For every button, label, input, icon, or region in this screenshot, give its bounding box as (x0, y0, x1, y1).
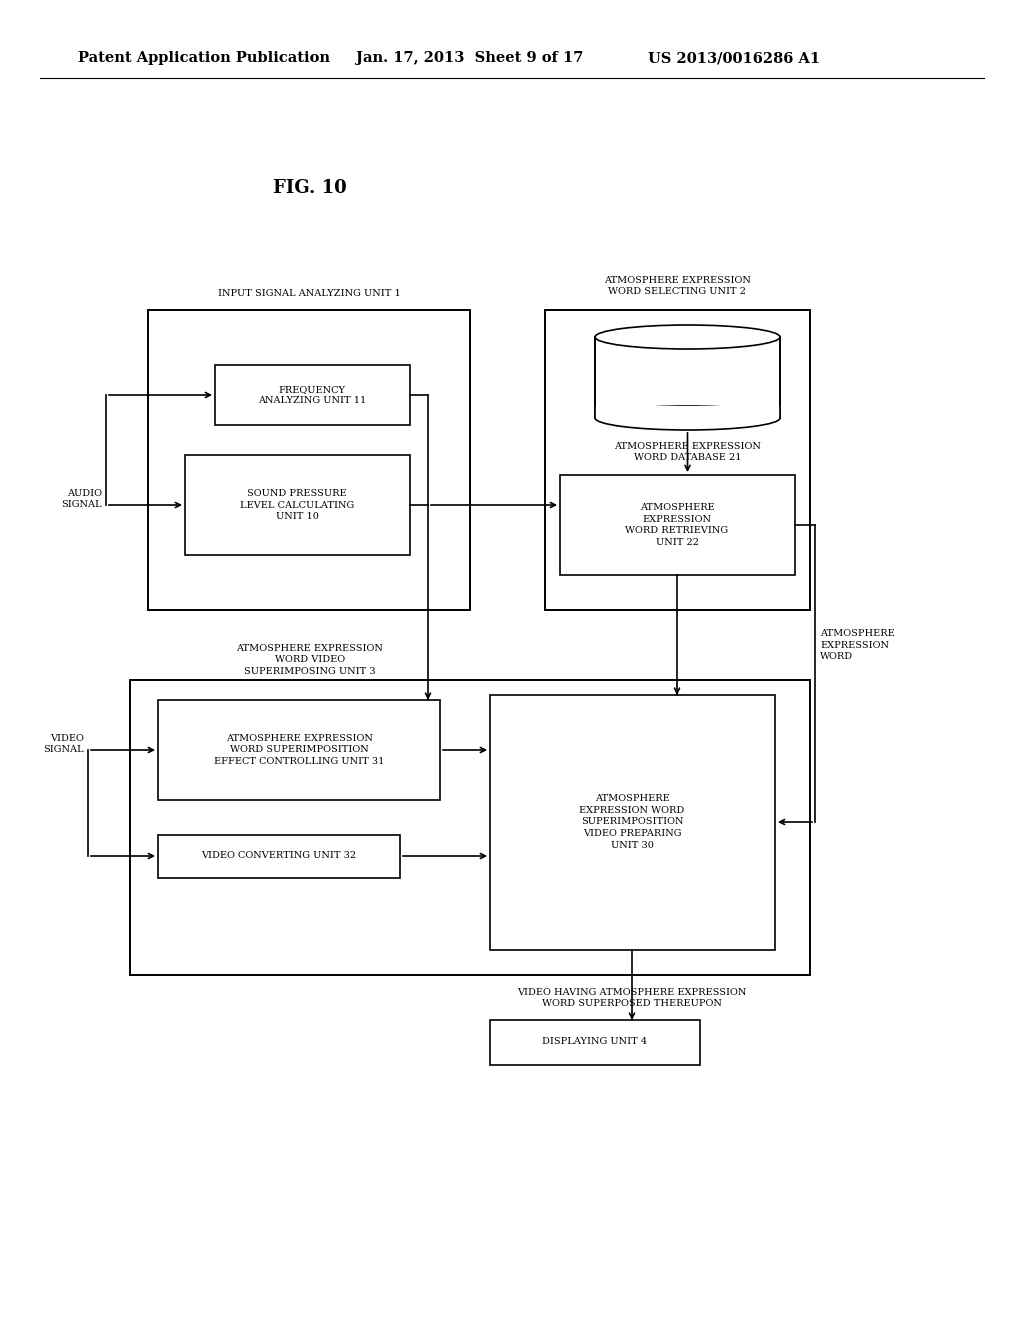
Text: SOUND PRESSURE
LEVEL CALCULATING
UNIT 10: SOUND PRESSURE LEVEL CALCULATING UNIT 10 (240, 488, 354, 521)
Bar (185, 455, 410, 554)
Bar (158, 836, 400, 878)
Text: ATMOSPHERE
EXPRESSION
WORD: ATMOSPHERE EXPRESSION WORD (820, 628, 895, 661)
Text: FREQUENCY
ANALYZING UNIT 11: FREQUENCY ANALYZING UNIT 11 (258, 384, 367, 405)
Text: AUDIO
SIGNAL: AUDIO SIGNAL (61, 488, 102, 510)
Ellipse shape (595, 407, 780, 430)
Text: INPUT SIGNAL ANALYZING UNIT 1: INPUT SIGNAL ANALYZING UNIT 1 (218, 289, 400, 298)
Bar (215, 366, 410, 425)
Text: ATMOSPHERE EXPRESSION
WORD DATABASE 21: ATMOSPHERE EXPRESSION WORD DATABASE 21 (614, 442, 761, 462)
Bar (595, 325, 780, 418)
Text: VIDEO HAVING ATMOSPHERE EXPRESSION
WORD SUPERPOSED THEREUPON: VIDEO HAVING ATMOSPHERE EXPRESSION WORD … (517, 987, 746, 1008)
Bar (490, 1020, 700, 1065)
Text: VIDEO
SIGNAL: VIDEO SIGNAL (43, 734, 84, 755)
Text: ATMOSPHERE EXPRESSION
WORD SELECTING UNIT 2: ATMOSPHERE EXPRESSION WORD SELECTING UNI… (603, 276, 751, 297)
Bar (490, 696, 775, 950)
Text: VIDEO CONVERTING UNIT 32: VIDEO CONVERTING UNIT 32 (202, 851, 356, 861)
Text: ATMOSPHERE EXPRESSION
WORD SUPERIMPOSITION
EFFECT CONTROLLING UNIT 31: ATMOSPHERE EXPRESSION WORD SUPERIMPOSITI… (214, 734, 384, 767)
Text: US 2013/0016286 A1: US 2013/0016286 A1 (648, 51, 820, 65)
Bar (545, 310, 810, 610)
Text: FIG. 10: FIG. 10 (273, 180, 347, 197)
Text: ATMOSPHERE
EXPRESSION
WORD RETRIEVING
UNIT 22: ATMOSPHERE EXPRESSION WORD RETRIEVING UN… (626, 503, 728, 548)
Text: ATMOSPHERE
EXPRESSION WORD
SUPERIMPOSITION
VIDEO PREPARING
UNIT 30: ATMOSPHERE EXPRESSION WORD SUPERIMPOSITI… (580, 793, 685, 850)
Text: ATMOSPHERE EXPRESSION
WORD VIDEO
SUPERIMPOSING UNIT 3: ATMOSPHERE EXPRESSION WORD VIDEO SUPERIM… (237, 644, 383, 676)
Bar (560, 475, 795, 576)
Text: Jan. 17, 2013  Sheet 9 of 17: Jan. 17, 2013 Sheet 9 of 17 (356, 51, 584, 65)
Ellipse shape (595, 325, 780, 348)
Bar (595, 407, 780, 418)
Text: Patent Application Publication: Patent Application Publication (78, 51, 330, 65)
Bar (148, 310, 470, 610)
Bar (130, 680, 810, 975)
Bar (158, 700, 440, 800)
Text: DISPLAYING UNIT 4: DISPLAYING UNIT 4 (543, 1038, 647, 1047)
